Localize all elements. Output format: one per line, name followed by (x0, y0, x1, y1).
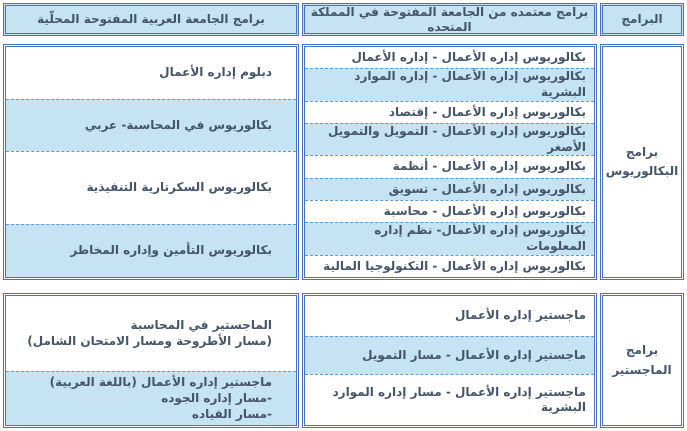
table-row: بكالوريوس التأمين وإداره المخاطر (6, 224, 296, 277)
program-cell-text: ماجستير إداره الأعمال (باللغة العربية) -… (14, 375, 272, 422)
section-spacer (3, 36, 684, 44)
table-row: ماجستير إداره الأعمال - مسار التمويل (305, 335, 594, 375)
table-row: ماجستير إداره الأعمال (455, 308, 586, 323)
table-row: بكالوريوس إداره الأعمال - أنظمة (305, 155, 594, 177)
program-line: الماجستير في المحاسبة (130, 318, 272, 333)
program-cell-text: الماجستير في المحاسبة (مسار الأطروحة ومس… (14, 318, 272, 349)
table-row: بكالوريوس السكرتارية التنفيذية (6, 151, 296, 224)
table-row: بكالوريوس إداره الأعمال - التمويل والتمو… (305, 123, 594, 156)
table-row: بكالوريوس إداره الأعمال - محاسبة (305, 200, 594, 222)
header-cell-programs: البرامج (600, 3, 684, 36)
bachelor-section: برامج البكالوريوس بكالوريوس إداره الأعما… (3, 44, 684, 280)
bachelor-local-programs-list: دبلوم إداره الأعمال بكالوريوس في المحاسب… (3, 44, 299, 280)
table-row: دبلوم إداره الأعمال (159, 64, 272, 79)
table-header-row: البرامج برامج معتمده من الجامعة المفتوحة… (3, 3, 684, 36)
header-programs-label: البرامج (621, 12, 663, 27)
bachelor-category-cell: برامج البكالوريوس (600, 44, 684, 280)
table-row: ماجستير إداره الأعمال (باللغة العربية) -… (6, 371, 296, 425)
program-line: ماجستير إداره الأعمال (باللغة العربية) (49, 375, 272, 390)
header-uk-label: برامج معتمده من الجامعة المفتوحة في المم… (310, 5, 589, 34)
table-row: بكالوريوس إداره الأعمال - التكنولوجيا ال… (305, 254, 594, 277)
program-line: (مسار الأطروحة ومسار الامتحان الشامل) (27, 333, 272, 348)
bachelor-category-label: برامج البكالوريوس (605, 144, 679, 178)
header-local-label: برامج الجامعة العربية المفتوحة المحلّية (37, 12, 265, 27)
section-spacer (3, 280, 684, 293)
header-cell-local-programs: برامج الجامعة العربية المفتوحة المحلّية (3, 3, 299, 36)
masters-category-cell: برامج الماجستير (600, 293, 684, 428)
table-row: بكالوريوس إداره الأعمال - إقتصاد (305, 100, 594, 123)
table-row: بكالوريوس إداره الأعمال - إداره الموارد … (305, 68, 594, 101)
masters-uk-programs-list: ماجستير إداره الأعمال ماجستير إداره الأع… (302, 293, 597, 428)
table-row: بكالوريوس إداره الأعمال - تسويق (305, 177, 594, 200)
table-row: ماجستير إداره الأعمال - مسار إداره الموا… (305, 374, 594, 425)
table-row: بكالوريوس في المحاسبة- عربي (6, 98, 296, 152)
table-row: بكالوريوس إداره الأعمال- نظم إداره المعل… (305, 222, 594, 255)
masters-category-label: برامج الماجستير (612, 343, 672, 377)
bachelor-uk-programs-list: بكالوريوس إداره الأعمال - إداره الأعمال … (302, 44, 597, 280)
program-line: -مسار إداره الجوده (161, 390, 272, 405)
header-cell-uk-accredited: برامج معتمده من الجامعة المفتوحة في المم… (302, 3, 597, 36)
table-row: بكالوريوس إداره الأعمال - إداره الأعمال (351, 49, 586, 64)
masters-local-programs-list: الماجستير في المحاسبة (مسار الأطروحة ومس… (3, 293, 299, 428)
program-line: -مسار القياده (191, 406, 272, 421)
masters-section: برامج الماجستير ماجستير إداره الأعمال ما… (3, 293, 684, 428)
table-row: الماجستير في المحاسبة (مسار الأطروحة ومس… (6, 296, 296, 371)
